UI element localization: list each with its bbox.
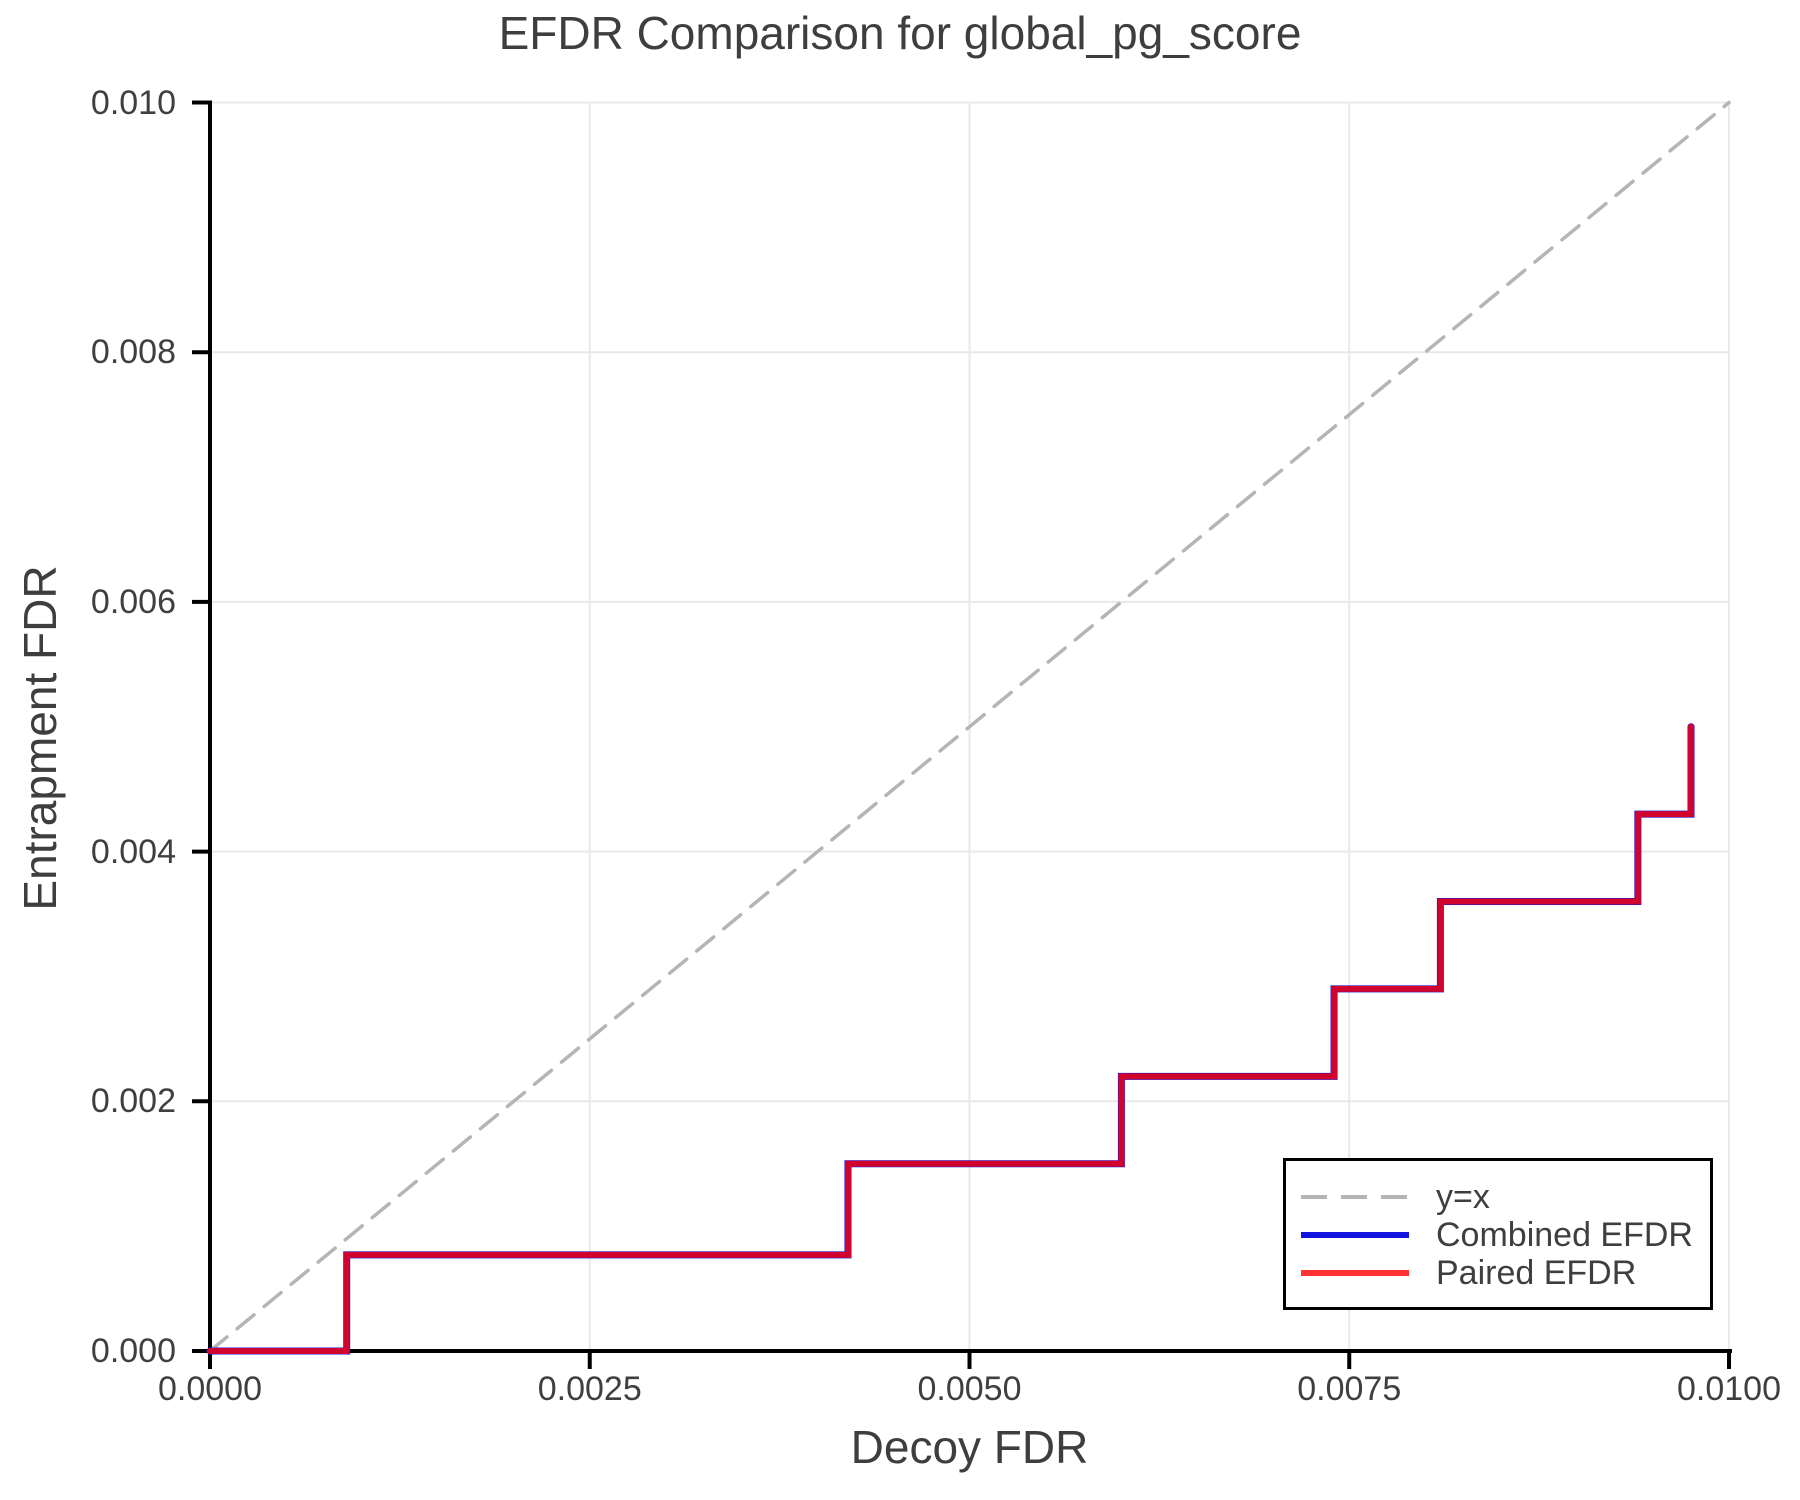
y-tick-label: 0.004 (90, 832, 176, 871)
series-line-y-x (208, 100, 1731, 1353)
x-tick-label: 0.0025 (537, 1370, 642, 1408)
legend-label: Paired EFDR (1436, 1254, 1637, 1292)
x-tick-label: 0.0050 (917, 1370, 1022, 1408)
y-tick-label: 0.008 (90, 333, 176, 372)
series-line-paired-efdr (207, 723, 1695, 1354)
y-tick-label: 0.010 (90, 83, 176, 122)
legend-swatch-y-x (1301, 1195, 1409, 1199)
legend: y=x Combined EFDR Paired EFDR (1283, 1158, 1713, 1310)
legend-swatch-paired-efdr (1301, 1270, 1409, 1276)
legend-row: Combined EFDR (1286, 1216, 1710, 1254)
chart-title: EFDR Comparison for global_pg_score (498, 7, 1302, 59)
x-tick-label: 0.0100 (1677, 1370, 1781, 1408)
legend-swatch-combined-efdr (1301, 1232, 1409, 1238)
y-tick-label: 0.002 (90, 1082, 176, 1121)
legend-row: y=x (1286, 1178, 1710, 1216)
x-tick-label: 0.0075 (1297, 1370, 1402, 1408)
legend-row: Paired EFDR (1286, 1254, 1710, 1292)
y-tick-label: 0.006 (90, 582, 176, 621)
x-axis-label: Decoy FDR (850, 1421, 1089, 1473)
gridlines (210, 101, 1730, 1351)
legend-label: y=x (1436, 1178, 1490, 1216)
x-tick-label: 0.0000 (158, 1370, 262, 1408)
legend-label: Combined EFDR (1436, 1216, 1693, 1254)
y-tick-label: 0.000 (90, 1332, 176, 1370)
